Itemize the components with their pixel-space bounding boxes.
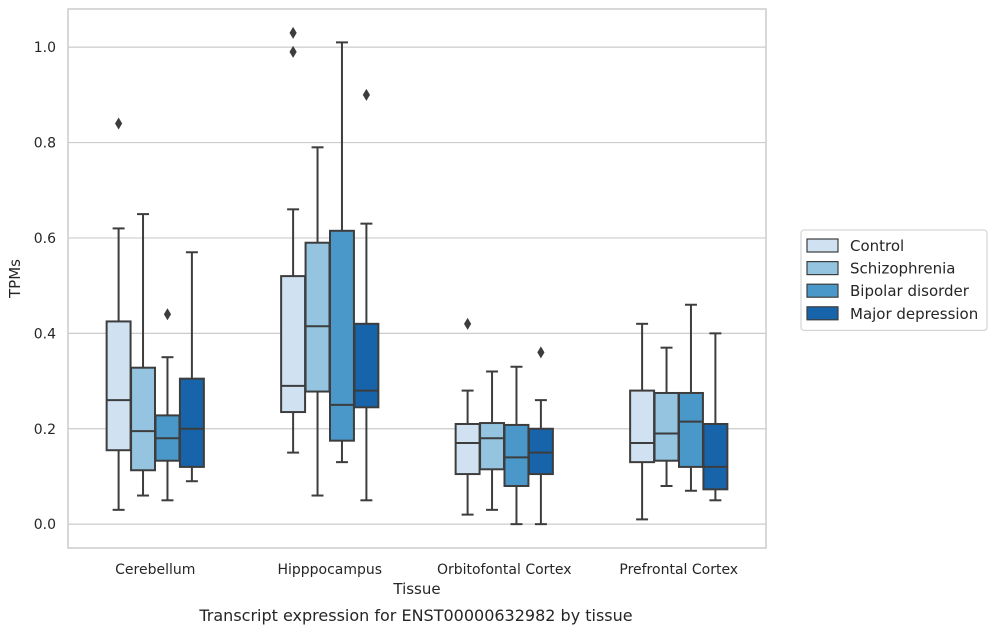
outlier-point	[163, 308, 172, 321]
box-bipolar-disorder	[154, 308, 181, 502]
box-iqr	[280, 275, 307, 414]
box-iqr	[353, 322, 380, 409]
box-control	[454, 317, 481, 516]
box-iqr	[178, 377, 205, 468]
box-schizophrenia	[304, 146, 331, 497]
box-major-depression	[527, 346, 554, 526]
box-iqr	[105, 320, 132, 452]
y-tick-label: 0.6	[34, 231, 56, 247]
box-iqr	[653, 391, 680, 462]
box-bipolar-disorder	[328, 41, 355, 464]
box-iqr	[527, 427, 554, 476]
x-tick-label: Hipppocampus	[277, 562, 382, 578]
x-axis-label: Tissue	[392, 580, 440, 598]
box-schizophrenia	[653, 346, 680, 487]
box-iqr	[503, 423, 530, 487]
box-iqr	[677, 391, 704, 468]
legend-frame	[800, 229, 988, 331]
box-control	[280, 26, 307, 454]
y-tick-label: 0.8	[34, 136, 56, 152]
y-tick-label: 0.4	[34, 326, 56, 342]
figure-caption: Transcript expression for ENST0000063298…	[199, 606, 633, 625]
outlier-point	[464, 317, 472, 330]
outlier-point	[289, 45, 297, 58]
box-major-depression	[702, 332, 729, 502]
legend: Control Schizophrenia Bipolar disorder Majo…	[800, 229, 988, 331]
x-tick-label: Orbitofontal Cortex	[437, 562, 572, 578]
box-control	[105, 117, 132, 511]
box-iqr	[328, 229, 355, 442]
box-bipolar-disorder	[503, 365, 530, 526]
legend-label: Schizophrenia	[850, 260, 955, 278]
box-iqr	[629, 389, 656, 464]
box-major-depression	[353, 88, 380, 502]
y-tick-label: 0.0	[34, 517, 56, 533]
outlier-point	[362, 88, 370, 101]
y-tick-label: 0.2	[34, 422, 56, 438]
x-tick-label: Cerebellum	[115, 562, 195, 578]
box-schizophrenia	[479, 370, 506, 511]
box-iqr	[454, 422, 481, 476]
legend-swatch	[806, 283, 839, 298]
y-tick-labels: 0.0 0.2 0.4 0.6 0.8 1.0	[34, 40, 56, 533]
box-iqr	[479, 422, 506, 471]
box-major-depression	[178, 251, 205, 483]
outlier-point	[537, 346, 545, 359]
boxes	[105, 26, 729, 526]
box-bipolar-disorder	[677, 303, 704, 492]
legend-swatch	[806, 261, 839, 276]
box-control	[629, 322, 656, 521]
legend-swatch	[806, 238, 839, 253]
legend-label: Bipolar disorder	[850, 282, 970, 300]
box-iqr	[702, 422, 729, 491]
box-iqr	[304, 241, 331, 393]
y-tick-label: 1.0	[34, 40, 56, 56]
plot-area-frame	[67, 8, 767, 549]
x-tick-labels: Cerebellum Hipppocampus Orbitofontal Corte…	[115, 562, 738, 578]
outlier-point	[289, 26, 297, 39]
y-axis-label: TPMs	[6, 259, 24, 299]
x-tick-label: Prefrontal Cortex	[619, 562, 738, 578]
box-schizophrenia	[130, 213, 157, 497]
box-iqr	[130, 366, 157, 472]
legend-swatch	[806, 306, 839, 321]
legend-label: Control	[850, 237, 904, 255]
outlier-point	[115, 117, 123, 130]
legend-label: Major depression	[850, 305, 978, 323]
